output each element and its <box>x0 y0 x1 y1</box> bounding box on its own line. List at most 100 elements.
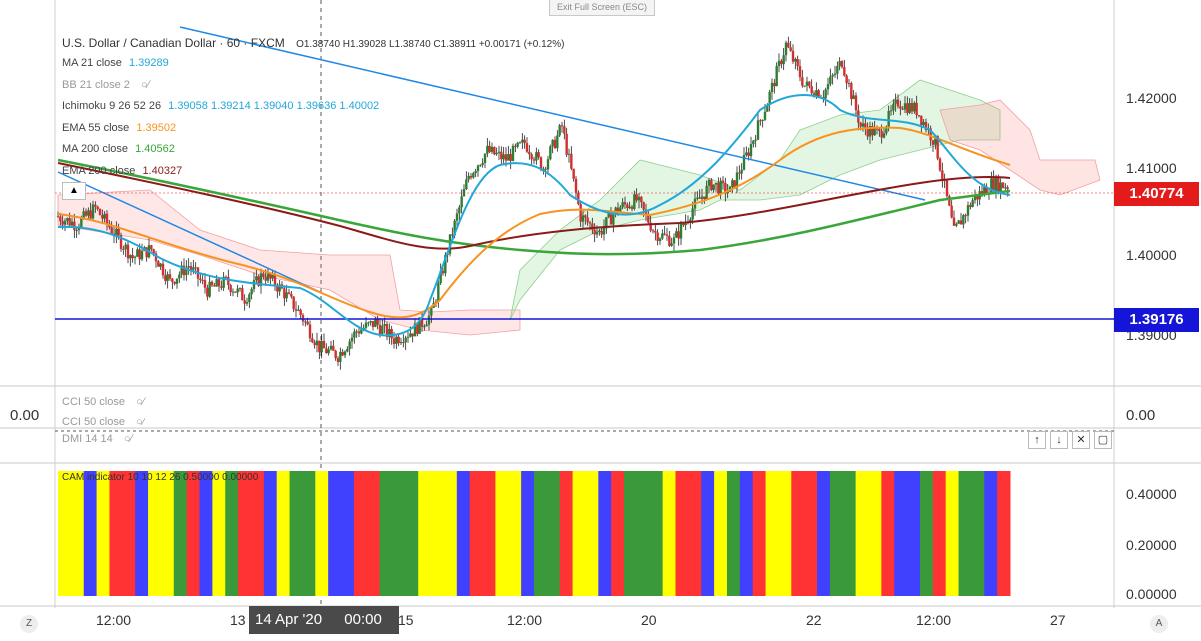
candle-body <box>929 128 932 141</box>
candle-body <box>199 278 202 280</box>
candle-body <box>175 278 179 284</box>
eye-hidden-icon[interactable]: ○∕ <box>136 396 145 408</box>
cloud-segment-1 <box>509 79 1001 321</box>
time-tick: 13 <box>230 612 246 628</box>
candle-body <box>532 159 536 161</box>
candle-body <box>791 50 795 62</box>
legend-ma21[interactable]: MA 21 close 1.39289 <box>62 57 169 69</box>
candle-body <box>413 323 417 337</box>
candle-body <box>89 210 92 219</box>
candle-body <box>439 270 442 284</box>
candle-body <box>360 329 363 334</box>
close-icon[interactable]: ✕ <box>1072 431 1090 449</box>
candle-body <box>140 250 144 260</box>
candle-body <box>208 281 211 297</box>
candle-body <box>182 265 186 276</box>
candle-body <box>570 153 573 169</box>
collapse-legend-button[interactable]: ▲ <box>62 182 86 200</box>
candle-body <box>633 194 636 210</box>
maximize-icon[interactable]: ▢ <box>1094 431 1112 449</box>
trendline-lower <box>57 171 321 293</box>
candle-body <box>586 217 589 223</box>
legend-bb21[interactable]: BB 21 close 2 ○∕ <box>62 79 150 91</box>
eye-hidden-icon[interactable]: ○∕ <box>140 79 150 91</box>
candle-body <box>388 329 391 337</box>
candle-body <box>969 205 972 207</box>
candle-body <box>661 233 664 239</box>
candle-body <box>311 338 314 343</box>
dmi-legend[interactable]: DMI 14 14 ○∕ <box>62 433 133 445</box>
timezone-toggle-icon[interactable]: Z <box>20 615 38 633</box>
candle-body <box>406 336 410 338</box>
candle-body <box>696 197 699 199</box>
candle-body <box>656 232 659 241</box>
cam-legend[interactable]: CAM indicator 10 10 12 26 0.50000 0.0000… <box>62 472 259 483</box>
candle-body <box>285 292 288 299</box>
candle-body <box>691 208 694 220</box>
cci-legend-1[interactable]: CCI 50 close ○∕ <box>62 396 145 408</box>
candle-body <box>626 204 629 208</box>
candle-body <box>483 153 487 164</box>
auto-scale-icon[interactable]: A <box>1150 615 1168 633</box>
candle-body <box>341 351 344 356</box>
candle-body <box>80 217 83 228</box>
candle-body <box>845 75 848 84</box>
eye-hidden-icon[interactable]: ○∕ <box>123 433 133 445</box>
candle-body <box>913 102 916 112</box>
price-tick: 1.41000 <box>1126 160 1177 176</box>
candle-body <box>992 178 995 192</box>
candle-body <box>887 111 890 127</box>
candle-body <box>465 179 468 190</box>
candle-body <box>577 192 580 205</box>
candle-body <box>94 204 97 207</box>
eye-hidden-icon[interactable]: ○∕ <box>136 416 145 428</box>
candle-body <box>346 348 349 352</box>
legend-ema200[interactable]: EMA 200 close 1.40327 <box>62 165 183 177</box>
candle-body <box>602 227 606 235</box>
candle-body <box>1006 187 1009 190</box>
cci-left-value: 0.00 <box>10 407 40 424</box>
candle-body <box>353 331 356 338</box>
candle-body <box>810 86 813 94</box>
candle-body <box>371 320 375 327</box>
legend-ichimoku[interactable]: Ichimoku 9 26 52 26 1.39058 1.39214 1.39… <box>62 100 380 112</box>
candle-body <box>66 218 69 221</box>
candle-body <box>677 231 680 239</box>
move-down-icon[interactable]: ↓ <box>1050 431 1068 449</box>
candle-body <box>521 139 524 143</box>
candle-body <box>766 104 769 112</box>
candle-body <box>318 340 321 353</box>
candle-body <box>201 279 204 281</box>
ma200-line <box>57 158 1011 256</box>
candle-body <box>334 350 337 359</box>
candle-body <box>472 173 475 178</box>
candle-body <box>493 146 496 155</box>
candle-body <box>117 228 120 236</box>
candle-body <box>523 139 526 144</box>
candle-body <box>759 120 762 122</box>
candle-body <box>966 205 970 216</box>
candle-body <box>983 186 986 194</box>
legend-ema55[interactable]: EMA 55 close 1.39502 <box>62 122 177 134</box>
candle-body <box>61 221 64 225</box>
candle-body <box>833 73 837 76</box>
candle-body <box>880 130 883 138</box>
legend-ma200[interactable]: MA 200 close 1.40562 <box>62 143 175 155</box>
candle-body <box>206 287 209 297</box>
candle-body <box>159 263 162 267</box>
candle-body <box>171 278 174 282</box>
move-up-icon[interactable]: ↑ <box>1028 431 1046 449</box>
candle-body <box>252 280 256 290</box>
candle-body <box>899 106 902 109</box>
exit-fullscreen-button[interactable]: Exit Full Screen (ESC) <box>549 0 655 16</box>
candle-body <box>306 321 309 325</box>
cci-legend-2[interactable]: CCI 50 close ○∕ <box>62 416 145 428</box>
candle-body <box>882 133 886 138</box>
candle-body <box>273 275 277 287</box>
candle-body <box>402 342 405 344</box>
candle-body <box>894 99 897 104</box>
candle-body <box>768 92 771 105</box>
candle-body <box>637 196 641 201</box>
candle-body <box>425 324 428 327</box>
